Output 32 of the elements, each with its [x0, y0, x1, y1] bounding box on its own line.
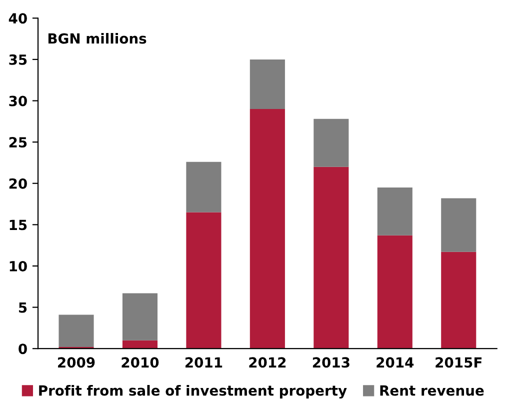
- bar: [441, 198, 476, 252]
- x-tick-label: 2015F: [436, 357, 482, 368]
- y-tick-label: 35: [9, 54, 27, 65]
- bar: [58, 314, 94, 347]
- bar: [122, 340, 158, 349]
- bar: [441, 252, 476, 349]
- bar: [377, 187, 412, 236]
- bar: [250, 109, 285, 349]
- y-tick-label: 10: [10, 260, 27, 272]
- x-tick-label: 2012: [249, 357, 286, 368]
- y-tick-label: 15: [10, 220, 27, 230]
- x-tick-label: 2014: [376, 357, 414, 368]
- x-tick-label: 2011: [185, 357, 222, 368]
- y-tick-label: 5: [19, 302, 27, 313]
- bar: [186, 162, 222, 212]
- y-tick-label: 30: [9, 96, 27, 106]
- bar: [314, 166, 349, 349]
- y-tick-label: 0: [18, 344, 27, 354]
- x-tick-label: 2009: [58, 357, 95, 368]
- x-tick-label: 2010: [122, 357, 159, 368]
- y-tick-label: 20: [9, 178, 27, 189]
- bar: [314, 118, 349, 167]
- bar: [122, 293, 158, 340]
- x-tick-label: 2013: [312, 357, 350, 368]
- bar: [377, 235, 412, 349]
- y-tick-label: 40: [8, 13, 27, 24]
- bar: [186, 212, 222, 349]
- legend-label: Profit from sale of investment property: [39, 385, 347, 399]
- legend-label: Rent revenue: [380, 385, 484, 396]
- annotation: BGN millions: [48, 33, 146, 44]
- bar: [250, 59, 285, 110]
- y-tick-label: 25: [9, 137, 27, 148]
